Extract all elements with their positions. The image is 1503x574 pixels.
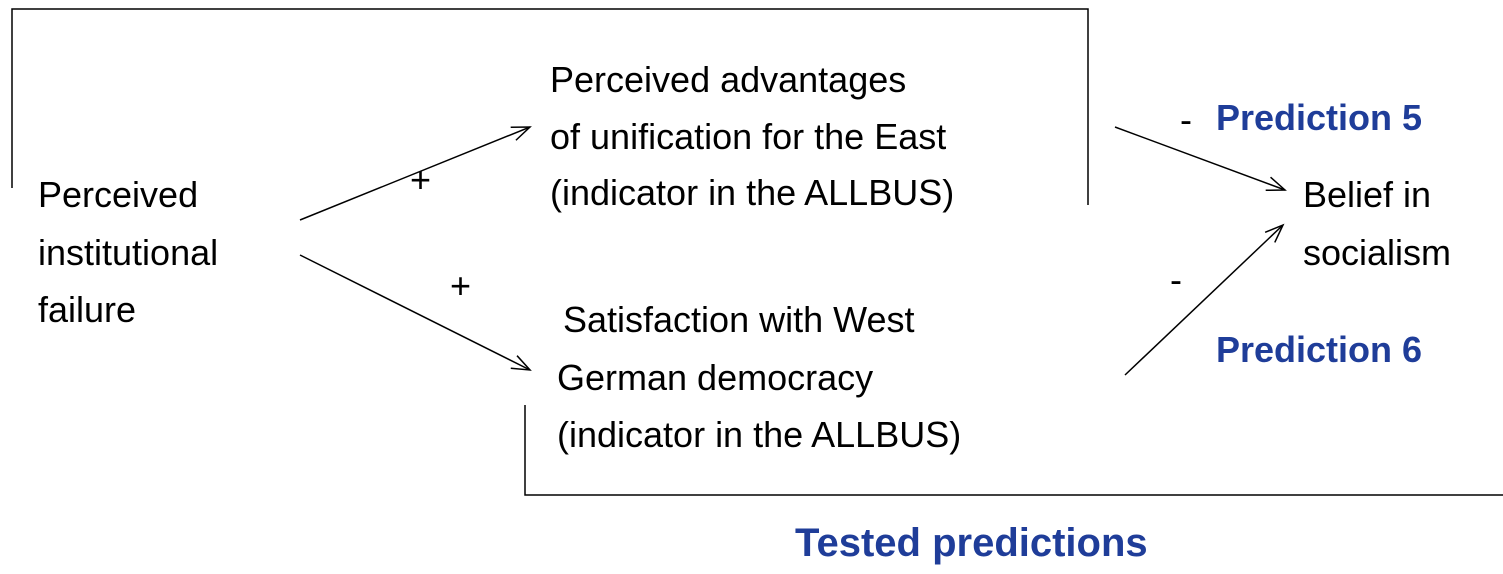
footer: Tested predictions	[795, 521, 1148, 565]
arrow	[299, 127, 530, 221]
node-text: institutional	[38, 232, 218, 273]
prediction: Prediction 5	[1216, 97, 1422, 138]
edge-label: -	[1170, 259, 1182, 300]
node-text: Satisfaction with West	[563, 299, 914, 340]
bracket-bottom	[524, 405, 1503, 496]
node-text: (indicator in the ALLBUS)	[557, 414, 961, 455]
node-text: failure	[38, 289, 136, 330]
node-text: Belief in	[1303, 174, 1431, 215]
node-text: Perceived	[38, 174, 198, 215]
node-text: socialism	[1303, 232, 1451, 273]
edge-label: +	[410, 159, 431, 200]
prediction: Prediction 6	[1216, 329, 1422, 370]
edge-label: +	[450, 265, 471, 306]
node-text: German democracy	[557, 357, 873, 398]
node-text: Perceived advantages	[550, 59, 906, 100]
arrow	[1124, 225, 1283, 376]
arrow	[299, 254, 530, 370]
bracket-top	[11, 8, 1089, 205]
node-text: (indicator in the ALLBUS)	[550, 172, 954, 213]
node-text: of unification for the East	[550, 116, 946, 157]
arrow	[1114, 126, 1285, 190]
edge-label: -	[1180, 99, 1192, 140]
